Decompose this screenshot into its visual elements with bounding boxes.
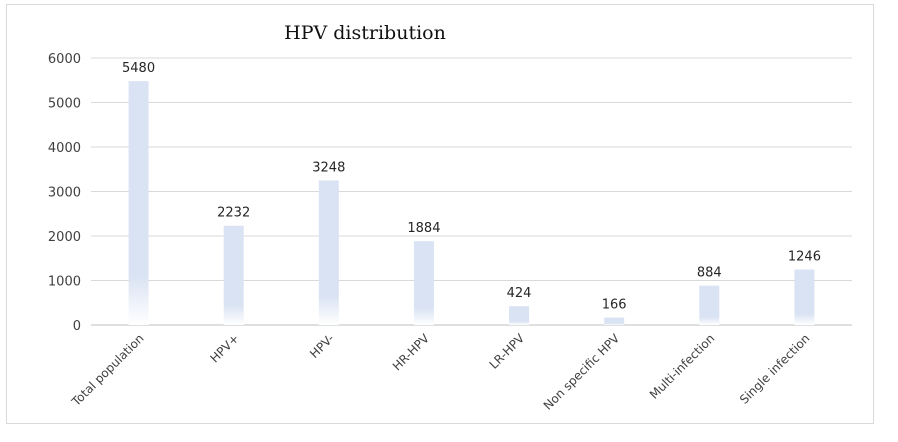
y-tick-label: 5000: [48, 97, 81, 112]
x-tick-label: HPV+: [207, 331, 241, 365]
bar: [699, 285, 720, 325]
chart-title: HPV distribution: [284, 22, 446, 44]
y-axis-ticks: 0 1000 2000 3000 4000 5000 6000: [48, 52, 81, 334]
grid: [91, 57, 852, 326]
bar: [604, 317, 625, 325]
chart-frame: HPV distribution 0 1000 2000 3000 4000 5000 60…: [6, 4, 874, 424]
x-tick-label: LR-HPV: [487, 331, 528, 372]
x-tick-label: Single infection: [737, 331, 813, 407]
y-tick-label: 3000: [48, 186, 81, 201]
data-label: 3248: [312, 160, 345, 175]
bar: [128, 81, 149, 325]
y-tick-label: 6000: [48, 52, 81, 67]
x-tick-label: HR-HPV: [390, 331, 433, 374]
data-label: 424: [507, 286, 532, 301]
x-tick-label: Non specific HPV: [541, 331, 623, 413]
bar: [223, 225, 244, 325]
x-tick-label: Total population: [68, 331, 146, 409]
x-tick-label: Multi-infection: [647, 331, 718, 402]
bar-chart: HPV distribution 0 1000 2000 3000 4000 5000 60…: [48, 22, 852, 413]
bar: [794, 269, 815, 325]
y-tick-label: 2000: [48, 230, 81, 245]
y-tick-label: 1000: [48, 275, 81, 290]
x-axis-ticks: Total population HPV+ HPV- HR-HPV LR-HPV Non …: [68, 331, 812, 413]
bar: [413, 241, 434, 325]
bars: [128, 81, 815, 325]
x-tick-label: HPV-: [307, 331, 337, 361]
y-tick-label: 0: [73, 319, 81, 334]
data-label: 1246: [788, 250, 821, 265]
data-labels: 5480 2232 3248 1884 424 166 884 1246: [122, 61, 821, 312]
bar: [509, 306, 530, 325]
data-label: 166: [602, 298, 627, 313]
data-label: 884: [697, 266, 722, 281]
data-label: 2232: [217, 206, 250, 221]
data-label: 1884: [407, 221, 440, 236]
data-label: 5480: [122, 61, 155, 76]
bar: [318, 180, 339, 325]
y-tick-label: 4000: [48, 141, 81, 156]
